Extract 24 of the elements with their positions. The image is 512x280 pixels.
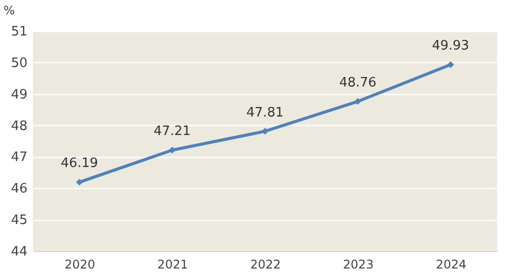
x-tick-label: 2020 <box>64 258 96 272</box>
x-tick-label: 2021 <box>157 258 188 272</box>
point <box>447 61 454 68</box>
y-tick-label: 47 <box>10 150 28 166</box>
x-tick-label: 2022 <box>250 258 281 272</box>
data-label: 46.19 <box>60 156 98 172</box>
y-tick-label: 46 <box>10 182 28 197</box>
y-axis-title: % <box>4 4 15 18</box>
point <box>262 128 268 135</box>
point <box>168 146 176 154</box>
y-tick-label: 49 <box>10 87 28 102</box>
data-label: 48.76 <box>339 75 376 90</box>
y-tick-label: 48 <box>10 118 28 134</box>
point <box>76 178 83 186</box>
y-tick-label: 45 <box>10 213 28 228</box>
x-tick-label: 2024 <box>436 258 466 272</box>
data-label: 47.81 <box>246 105 284 120</box>
y-tick-label: 50 <box>10 56 28 71</box>
data-label: 47.21 <box>154 124 191 140</box>
data-label: 49.93 <box>432 38 470 54</box>
y-tick-label: 51 <box>10 24 28 40</box>
point <box>354 98 362 105</box>
y-tick-label: 44 <box>10 244 28 260</box>
x-tick-label: 2023 <box>343 258 374 272</box>
